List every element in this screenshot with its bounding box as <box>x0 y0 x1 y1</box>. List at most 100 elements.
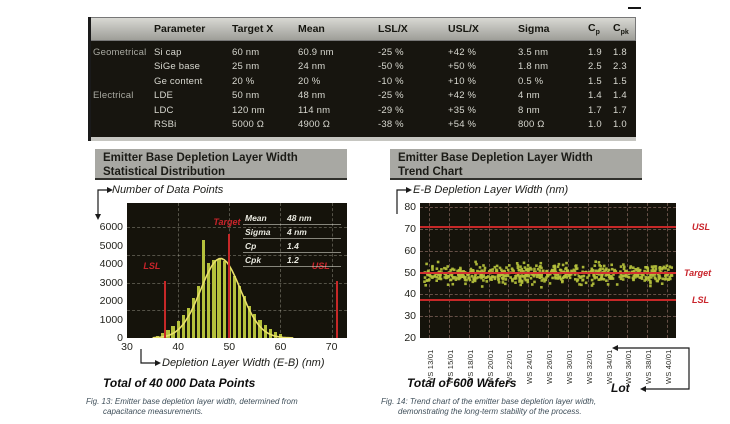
cell-cpk: 1.8 <box>613 46 627 58</box>
cell-sigma: 800 Ω <box>518 119 545 131</box>
stats-row: Sigma 4 nm <box>243 225 341 239</box>
cell-mean: 24 nm <box>298 61 326 73</box>
cell-cp: 1.0 <box>588 119 602 131</box>
right-title-line1: Emitter Base Depletion Layer Width <box>398 152 593 164</box>
limit-line-target <box>420 271 676 274</box>
table-header-subscript: p <box>595 29 600 37</box>
histogram-bar <box>232 276 237 338</box>
stats-label: Cp <box>245 240 257 251</box>
cell-lsl: -29 % <box>378 104 404 116</box>
x-tick-label: 60 <box>274 341 287 353</box>
cell-mean: 114 nm <box>298 104 331 116</box>
x-tick-label: 70 <box>325 341 338 353</box>
cell-parameter: LDC <box>154 104 174 116</box>
right-total-label: Total of 600 Wafers <box>407 376 517 390</box>
table-row: SiGe base 25 nm 24 nm -50 % +50 % 1.8 nm 2.5 2.… <box>91 60 636 75</box>
gridline-h <box>420 229 676 231</box>
cell-cp: 1.4 <box>588 90 602 102</box>
cell-usl: +54 % <box>448 119 477 131</box>
gridline-v <box>448 203 450 338</box>
cell-target: 5000 Ω <box>232 119 265 131</box>
cell-cpk: 1.4 <box>613 90 627 102</box>
limit-line-lsl <box>164 280 167 338</box>
cell-lsl: -25 % <box>378 90 404 102</box>
histogram-bar <box>181 314 185 338</box>
table-header-row: Parameter Target X Mean LSL/X USL/X Sigma Cp Cp… <box>91 17 636 41</box>
histogram-bar <box>253 313 257 338</box>
gridline-h <box>420 316 676 318</box>
cell-mean: 4900 Ω <box>298 119 331 131</box>
y-tick-label: 40 <box>404 288 416 301</box>
cell-cp: 1.7 <box>588 104 602 116</box>
cell-sigma: 3.5 nm <box>518 46 549 58</box>
gridline-h <box>127 310 347 312</box>
gridline-v <box>280 203 282 338</box>
histogram-bar <box>166 330 170 338</box>
y-tick-label: 70 <box>404 223 416 236</box>
stats-row: Mean 48 nm <box>243 211 341 225</box>
y-tick-label: 3000 <box>99 276 123 289</box>
cell-parameter: Si cap <box>154 46 182 58</box>
cell-parameter: SiGe base <box>154 61 201 73</box>
stats-value: 1.4 <box>287 240 299 251</box>
table-row: LDC 120 nm 114 nm -29 % +35 % 8 nm 1.7 1.7 <box>91 103 636 118</box>
histogram-bar <box>217 259 221 338</box>
cell-group: Geometrical <box>93 46 147 58</box>
stats-value: 4 nm <box>287 226 307 237</box>
limit-label-lsl: LSL <box>143 261 161 271</box>
y-tick-label: 80 <box>404 201 416 214</box>
right-panel-title: Emitter Base Depletion Layer Width Trend… <box>390 149 642 180</box>
cell-cpk: 1.7 <box>613 104 627 116</box>
limit-line-lsl <box>420 298 676 301</box>
table-row: Electrical LDE 50 nm 48 nm -25 % +42 % 4 nm 1.4… <box>91 89 636 104</box>
histogram-bar <box>278 333 283 338</box>
left-title-line2: Statistical Distribution <box>103 166 226 178</box>
histogram-bar <box>243 296 247 338</box>
y-tick-label: 20 <box>404 332 416 344</box>
right-y-axis-ticks: 20 30 40 50 60 70 80 <box>393 201 416 344</box>
histogram-bar <box>161 333 165 338</box>
cell-usl: +42 % <box>448 90 477 102</box>
trend-chart <box>420 203 676 338</box>
cell-cp: 1.9 <box>588 46 602 58</box>
left-caption-line1: Fig. 13: Emitter base depletion layer wi… <box>86 397 298 406</box>
stats-label: Cpk <box>245 254 262 265</box>
cell-cpk: 2.3 <box>613 61 627 73</box>
y-tick-label: 60 <box>404 244 416 257</box>
gridline-h <box>420 294 676 296</box>
y-tick-label: 4000 <box>99 258 123 271</box>
stats-label: Sigma <box>245 226 271 237</box>
gridline-h <box>127 254 347 256</box>
stats-value: 1.2 <box>287 254 299 265</box>
y-tick-label: 50 <box>404 266 416 279</box>
table-body: Geometrical Si cap 60 nm 60.9 nm -25 % +42 % 3… <box>91 41 636 141</box>
cell-target: 120 nm <box>232 104 265 116</box>
right-caption-line2: demonstrating the long-term stability of… <box>398 406 582 416</box>
left-x-axis-ticks: 30 40 50 60 70 <box>121 341 351 355</box>
table-header-cell: Parameter <box>154 23 206 35</box>
cell-mean: 48 nm <box>298 90 326 102</box>
histogram-stats-box: Mean 48 nm Sigma 4 nm Cp 1.4 Cpk 1.2 <box>243 211 341 267</box>
page-artifact-dash <box>628 7 641 9</box>
table-row: RSBi 5000 Ω 4900 Ω -38 % +54 % 800 Ω 1.0 1.0 <box>91 118 636 133</box>
stats-label: Mean <box>245 212 267 223</box>
left-panel-title: Emitter Base Depletion Layer Width Stati… <box>95 149 347 180</box>
table-header-cell: LSL/X <box>378 23 408 35</box>
cell-mean: 20 % <box>298 75 321 87</box>
cell-group: Electrical <box>93 90 134 102</box>
cell-cp: 1.5 <box>588 75 602 87</box>
cell-cpk: 1.5 <box>613 75 627 87</box>
cell-usl: +35 % <box>448 104 477 116</box>
y-tick-label: 6000 <box>99 221 123 234</box>
table-row: Ge content 20 % 20 % -10 % +10 % 0.5 % 1.5 1.5 <box>91 74 636 89</box>
x-tick-label: 50 <box>223 341 236 353</box>
gridline-v <box>331 203 333 338</box>
left-figure-caption: Fig. 13: Emitter base depletion layer wi… <box>86 397 298 416</box>
cell-parameter: LDE <box>154 90 174 102</box>
histogram-bar <box>237 286 242 338</box>
left-x-axis-label: Depletion Layer Width (E-B) (nm) <box>162 357 325 369</box>
cell-mean: 60.9 nm <box>298 46 334 58</box>
arrow-lines <box>97 189 690 390</box>
